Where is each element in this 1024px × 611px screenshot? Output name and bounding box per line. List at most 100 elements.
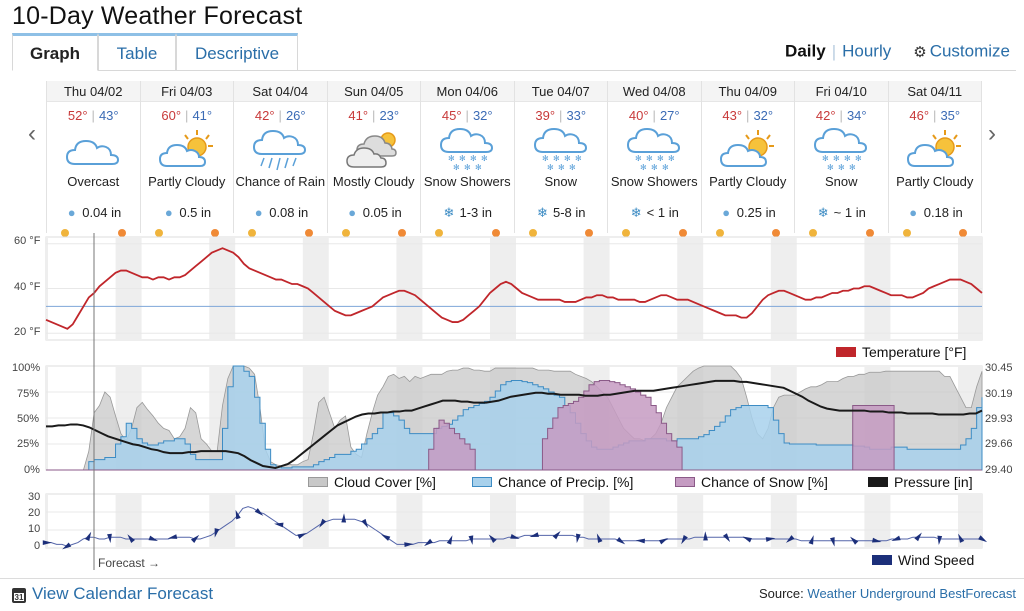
wind-direction-arrow [84, 531, 92, 542]
svg-text:✻: ✻ [827, 163, 834, 172]
day-temps: 60° | 41° [141, 108, 234, 124]
raindrop-icon: ● [67, 205, 76, 220]
day-label: Sat 04/11 [888, 81, 981, 102]
sunset-icon [491, 229, 500, 237]
sun-markers [234, 225, 327, 237]
precip-amount: ● 0.05 in [328, 205, 421, 220]
svg-text:✻: ✻ [822, 154, 829, 163]
snowflake-icon: ❄ [537, 205, 548, 220]
sunrise-icon [248, 229, 256, 237]
svg-text:✻: ✻ [459, 154, 466, 163]
svg-text:✻: ✻ [833, 154, 840, 163]
customize-button[interactable]: ⚙ Customize [913, 41, 1010, 61]
day-temps: 45° | 32° [421, 108, 514, 124]
condition-text: Partly Cloudy [709, 174, 787, 189]
precip-amount: ● 0.04 in [47, 205, 140, 220]
wind-direction-arrow [361, 518, 369, 528]
raindrop-icon: ● [164, 205, 173, 220]
svg-text:✻: ✻ [640, 163, 647, 172]
tab-bar: Graph Table Descriptive Daily | Hourly ⚙ Cus… [12, 33, 1016, 71]
temp-axis-tick: 60 °F [14, 235, 41, 247]
precip-amount: ❄ 1-3 in [421, 205, 514, 221]
legend-temperature: Temperature [°F] [836, 344, 966, 360]
day-label: Fri 04/03 [140, 81, 233, 102]
calendar-icon: 31 [12, 588, 26, 603]
wind-direction-arrow [446, 535, 453, 545]
high-temp: 60° [161, 108, 182, 123]
tab-descriptive[interactable]: Descriptive [176, 33, 298, 71]
svg-text:✻: ✻ [844, 154, 851, 163]
day-column[interactable]: Mon 04/06 45° | 32° ✻ ✻ ✻ ✻ ✻ ✻ ✻ Snow Showers ❄ 1-3 … [420, 81, 514, 237]
customize-label: Customize [929, 41, 1010, 61]
pressure-axis-tick: 30.19 [985, 388, 1013, 400]
svg-text:✻: ✻ [547, 163, 554, 172]
cloud-axis-tick: 75% [17, 388, 40, 400]
day-column[interactable]: Tue 04/07 39° | 33° ✻ ✻ ✻ ✻ ✻ ✻ ✻ Snow ❄ 5-8 in [513, 81, 608, 237]
source-label: Source: [758, 586, 804, 601]
low-temp: 23° [379, 108, 400, 123]
prev-arrow-button[interactable]: ‹ [28, 120, 36, 147]
svg-text:✻: ✻ [448, 154, 455, 163]
wind-axis-tick: 0 [34, 540, 41, 552]
view-separator: | [831, 41, 837, 61]
day-column[interactable]: Sun 04/05 41° | 23° Mostly Cloudy ● 0.05 in [326, 81, 421, 237]
sunrise-icon [809, 229, 817, 237]
temperature-swatch [836, 347, 856, 357]
raindrop-icon: ● [909, 205, 918, 220]
wind-axis-tick: 10 [28, 523, 41, 535]
wind-direction-arrow [937, 535, 943, 545]
sun-markers [421, 225, 514, 237]
day-column[interactable]: Fri 04/03 60° | 41° Partly Cloudy ● 0.5 in [139, 81, 234, 237]
snow-icon: ✻ ✻ ✻ ✻ ✻ ✻ ✻ [624, 126, 684, 174]
tab-graph[interactable]: Graph [12, 33, 98, 71]
tab-table[interactable]: Table [98, 33, 176, 71]
day-column[interactable]: Thu 04/02 52° | 43° Overcast ● 0.04 in [46, 81, 140, 237]
day-temps: 43° | 32° [702, 108, 795, 124]
wind-direction-arrow [681, 535, 688, 545]
night-band [46, 494, 48, 548]
sunset-icon [304, 229, 313, 237]
svg-text:✻: ✻ [569, 163, 576, 172]
view-calendar-link[interactable]: 31 View Calendar Forecast [12, 584, 213, 604]
day-column[interactable]: Sat 04/04 42° | 26° Chance of Rain ● 0.08 in [233, 81, 327, 237]
daily-toggle[interactable]: Daily [785, 41, 826, 61]
precip-value: 0.18 in [923, 205, 963, 220]
sunrise-icon [341, 229, 350, 237]
legend-snow-label: Chance of Snow [%] [701, 474, 828, 490]
wind-direction-arrow [722, 533, 731, 543]
day-column[interactable]: Fri 04/10 42° | 34° ✻ ✻ ✻ ✻ ✻ ✻ ✻ Snow ❄ ~ 1 in [794, 81, 888, 237]
high-temp: 40° [628, 108, 649, 123]
source-link[interactable]: Weather Underground BestForecast [807, 586, 1016, 601]
svg-text:✻: ✻ [542, 154, 549, 163]
precip-value: 5-8 in [552, 205, 586, 220]
high-temp: 43° [722, 108, 743, 123]
night-band [864, 494, 891, 548]
day-column[interactable]: Wed 04/08 40° | 27° ✻ ✻ ✻ ✻ ✻ ✻ ✻ Snow Showers ❄ < 1 … [607, 81, 701, 237]
legend-pressure-label: Pressure [in] [894, 474, 973, 490]
svg-text:✻: ✻ [646, 154, 653, 163]
wind-direction-arrow [107, 533, 112, 544]
next-arrow-button[interactable]: › [988, 120, 996, 147]
condition-text: Snow [544, 174, 578, 189]
day-label: Thu 04/02 [47, 81, 140, 102]
pressure-axis-tick: 29.66 [985, 438, 1013, 450]
pressure-axis-tick: 29.40 [985, 464, 1013, 476]
high-temp: 46° [909, 108, 930, 123]
svg-text:✻: ✻ [553, 154, 560, 163]
day-column[interactable]: Thu 04/09 43° | 32° Partly Cloudy ● 0.25 in [700, 81, 795, 237]
legend-wind-label: Wind Speed [898, 552, 975, 568]
sun-markers [515, 225, 608, 237]
day-column[interactable]: Sat 04/11 46° | 35° Partly Cloudy ● 0.18 in [887, 81, 982, 237]
snow-icon: ✻ ✻ ✻ ✻ ✻ ✻ ✻ [811, 126, 871, 174]
hourly-toggle[interactable]: Hourly [842, 41, 892, 61]
raindrop-icon: ● [722, 205, 731, 220]
day-label: Sun 04/05 [327, 81, 420, 102]
day-temps: 46° | 35° [889, 108, 982, 124]
temp-separator: | [372, 108, 376, 123]
wind-direction-arrow [254, 508, 264, 516]
condition-text: Snow [824, 174, 858, 189]
wind-direction-arrow [274, 522, 284, 528]
wind-direction-arrow [829, 537, 835, 547]
wind-direction-arrow [167, 534, 178, 539]
rain-icon [250, 126, 310, 174]
